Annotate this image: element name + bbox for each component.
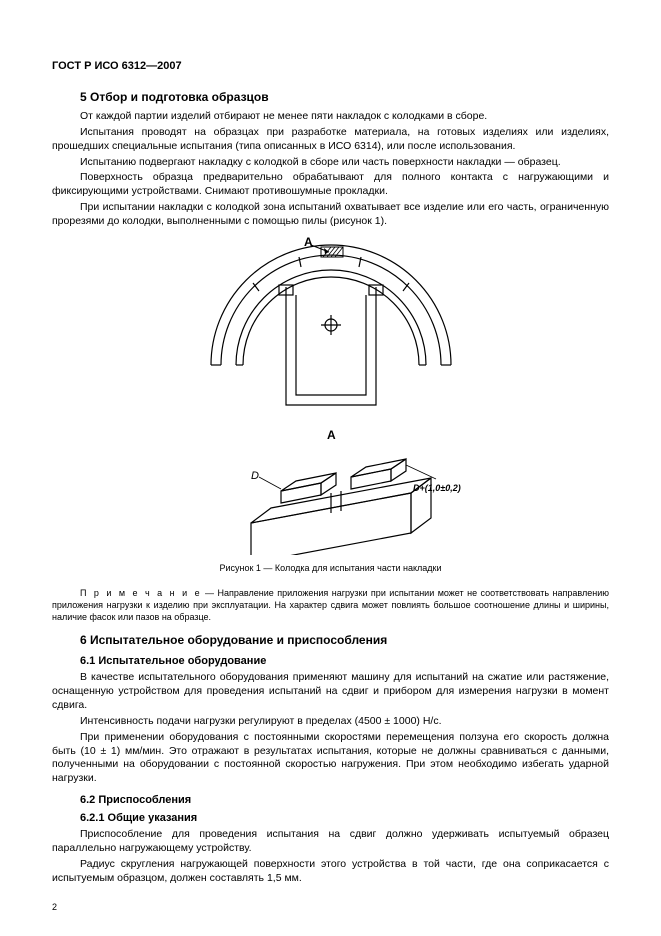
document-id: ГОСТ Р ИСО 6312—2007 — [52, 60, 609, 72]
section-6-1-title: 6.1 Испытательное оборудование — [80, 655, 609, 667]
section-5-p5: При испытании накладки с колодкой зона и… — [52, 201, 609, 229]
section-5-p3: Испытанию подвергают накладку с колодкой… — [52, 156, 609, 170]
figure-1-caption: Рисунок 1 — Колодка для испытания части … — [219, 563, 441, 573]
figure-label-dplus: D+(1,0±0,2) — [413, 483, 461, 493]
figure-label-a-bottom: A — [327, 428, 336, 442]
figure-1-bottom-svg: A — [181, 425, 481, 555]
note: П р и м е ч а н и е — Направление прилож… — [52, 587, 609, 623]
page-number: 2 — [52, 902, 57, 912]
figure-1-top-svg: A — [181, 235, 481, 425]
section-6-title: 6 Испытательное оборудование и приспособ… — [80, 633, 609, 647]
section-6-2-1-p1: Приспособление для проведения испытания … — [52, 828, 609, 856]
page: ГОСТ Р ИСО 6312—2007 5 Отбор и подготовк… — [0, 0, 661, 936]
figure-1: A A — [52, 235, 609, 583]
section-5-title: 5 Отбор и подготовка образцов — [80, 90, 609, 104]
section-5-p1: От каждой партии изделий отбирают не мен… — [52, 110, 609, 124]
section-5-p4: Поверхность образца предварительно обраб… — [52, 171, 609, 199]
section-5-p2: Испытания проводят на образцах при разра… — [52, 126, 609, 154]
section-6-1-p2: Интенсивность подачи нагрузки регулируют… — [52, 715, 609, 729]
figure-label-d: D — [251, 470, 259, 482]
section-6-2-1-p2: Радиус скругления нагружающей поверхност… — [52, 858, 609, 886]
section-6-1-p1: В качестве испытательного оборудования п… — [52, 671, 609, 713]
note-lead: П р и м е ч а н и е — [80, 588, 202, 598]
section-6-1-p3: При применении оборудования с постоянным… — [52, 731, 609, 786]
section-6-2-title: 6.2 Приспособления — [80, 794, 609, 806]
section-6-2-1-title: 6.2.1 Общие указания — [80, 812, 609, 824]
figure-label-a-top: A — [304, 235, 313, 249]
